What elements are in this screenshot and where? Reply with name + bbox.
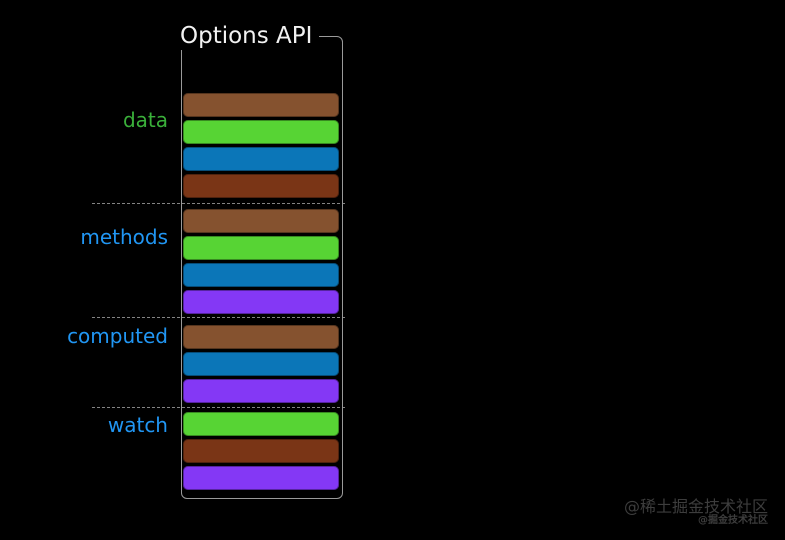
option-bar-methods-3 bbox=[183, 263, 339, 287]
option-bar-watch-3 bbox=[183, 466, 339, 490]
section-label-data: data bbox=[122, 108, 168, 132]
section-divider-dotted-line bbox=[92, 203, 345, 204]
option-bar-watch-2 bbox=[183, 439, 339, 463]
section-divider-dotted-line bbox=[92, 407, 345, 408]
option-bar-computed-2 bbox=[183, 352, 339, 376]
option-bar-computed-3 bbox=[183, 379, 339, 403]
diagram-title: Options API bbox=[180, 22, 320, 50]
section-label-watch: watch bbox=[107, 413, 168, 437]
section-label-methods: methods bbox=[80, 225, 168, 249]
watermark-primary: @稀土掘金技术社区 bbox=[623, 497, 768, 516]
option-bar-data-1 bbox=[183, 93, 339, 117]
option-bar-data-2 bbox=[183, 120, 339, 144]
option-bar-methods-1 bbox=[183, 209, 339, 233]
section-label-computed: computed bbox=[67, 324, 168, 348]
watermark-secondary: @掘金技术社区 bbox=[698, 515, 768, 526]
option-bar-methods-4 bbox=[183, 290, 339, 314]
option-bar-methods-2 bbox=[183, 236, 339, 260]
option-bar-computed-1 bbox=[183, 325, 339, 349]
option-bar-data-4 bbox=[183, 174, 339, 198]
option-bar-data-3 bbox=[183, 147, 339, 171]
option-bar-watch-1 bbox=[183, 412, 339, 436]
section-divider-dotted-line bbox=[92, 317, 345, 318]
